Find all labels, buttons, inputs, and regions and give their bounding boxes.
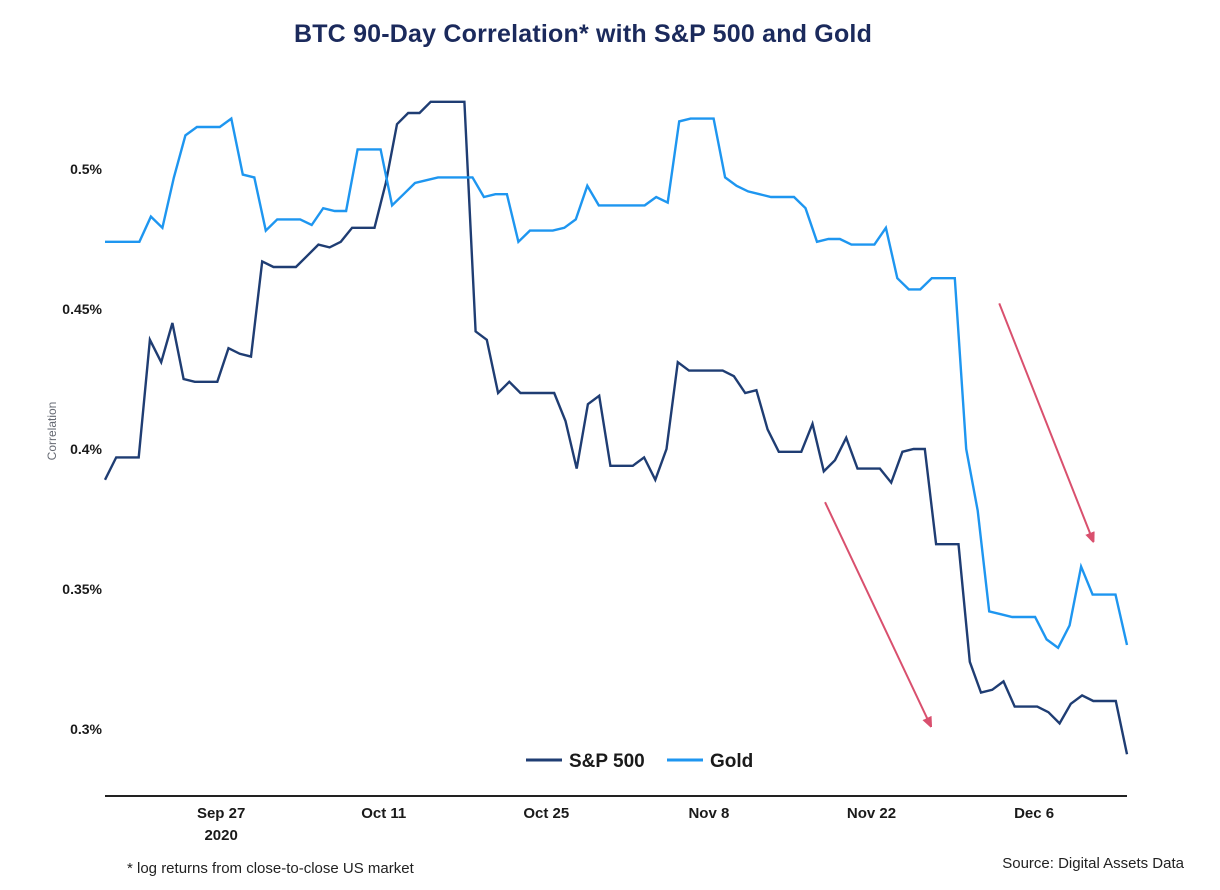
y-tick-label: 0.35% (62, 581, 102, 597)
trend-arrow-annotation (998, 303, 1092, 538)
y-axis-label: Correlation (45, 402, 59, 461)
x-axis: Sep 27 2020 Oct 11 Oct 25 Nov 8 Nov 22 Dec 6 (197, 805, 1054, 844)
series-line-s-p-500 (103, 100, 1129, 755)
source-credit: Source: Digital Assets Data (1002, 855, 1184, 872)
x-tick-label: Oct 25 (523, 805, 569, 822)
annotations (824, 303, 1092, 723)
x-tick-label: Oct 11 (361, 805, 406, 822)
x-tick-sublabel: 2020 (204, 827, 237, 844)
y-tick-label: 0.4% (70, 441, 102, 457)
legend: S&P 500 Gold (526, 751, 753, 772)
trend-arrow-annotation (824, 501, 930, 723)
x-tick-label: Nov 8 (688, 805, 729, 822)
x-tick-label: Sep 27 (197, 805, 245, 822)
legend-label-gold: Gold (710, 751, 753, 772)
x-tick-label: Dec 6 (1014, 805, 1054, 822)
y-tick-label: 0.3% (70, 721, 102, 737)
y-tick-label: 0.45% (62, 301, 102, 317)
y-axis: 0.3% 0.35% 0.4% 0.45% 0.5% (62, 161, 102, 737)
series-layer (103, 100, 1129, 755)
footnote: * log returns from close-to-close US mar… (127, 860, 414, 877)
y-tick-label: 0.5% (70, 161, 102, 177)
x-tick-label: Nov 22 (847, 805, 896, 822)
series-line-gold (105, 116, 1129, 650)
chart-title: BTC 90-Day Correlation* with S&P 500 and… (293, 20, 873, 48)
legend-label-sp500: S&P 500 (569, 751, 645, 772)
